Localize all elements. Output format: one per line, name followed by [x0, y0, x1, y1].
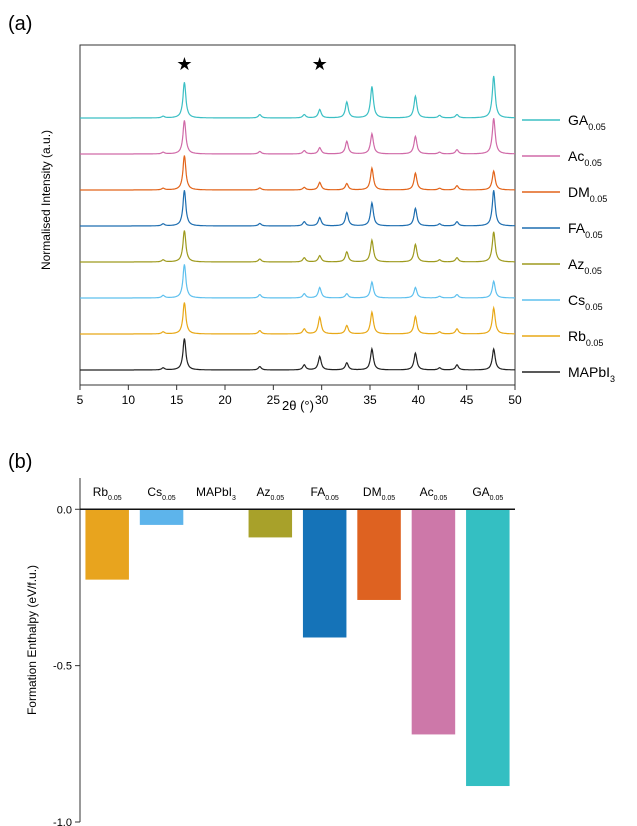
peak-star-marker: ★ — [176, 54, 192, 74]
bar-cs — [139, 509, 184, 525]
legend-label: Cs0.05 — [568, 292, 603, 312]
xrd-series-az — [80, 230, 515, 263]
xrd-xlabel: 2θ (°) — [282, 398, 314, 413]
xrd-ylabel: Normalised Intensity (a.u.) — [39, 130, 53, 270]
bar-ytick-label: -0.5 — [53, 661, 72, 673]
xrd-chart: 5 10 15 20 25 30 35 40 45 50 MAPbI3 Rb0.05 Cs0.05 Az0… — [77, 44, 615, 407]
bar-category-label: Az0.05 — [256, 485, 284, 502]
panel-b-label: (b) — [8, 451, 32, 473]
xrd-series-mapbi — [80, 338, 515, 371]
legend-label: MAPbI3 — [568, 364, 615, 384]
panel-a-label: (a) — [8, 13, 32, 35]
xrd-xtick-label: 15 — [170, 393, 184, 407]
enthalpy-ylabel: Formation Enthalpy (eV/f.u.) — [25, 565, 39, 715]
xrd-xtick-label: 10 — [122, 393, 136, 407]
xrd-series-cs — [80, 264, 515, 299]
xrd-series-ac — [80, 118, 515, 155]
xrd-xtick-label: 25 — [267, 393, 281, 407]
legend-label: FA0.05 — [568, 220, 603, 240]
bar-fa — [302, 509, 347, 638]
bar-category-label: Cs0.05 — [147, 485, 175, 502]
xrd-xtick-label: 50 — [508, 393, 522, 407]
xrd-series-ga — [80, 75, 515, 119]
xrd-series-fa — [80, 190, 515, 227]
legend-label: Az0.05 — [568, 256, 602, 276]
xrd-xtick-label: 40 — [412, 393, 426, 407]
legend-label: GA0.05 — [568, 112, 606, 132]
xrd-xtick-label: 45 — [460, 393, 474, 407]
bar-ga — [466, 509, 510, 787]
bar-category-label: DM0.05 — [363, 485, 395, 502]
bar-ytick-label: 0.0 — [57, 504, 72, 516]
bar-category-label: MAPbI3 — [196, 485, 236, 502]
legend-label: Rb0.05 — [568, 328, 603, 348]
bar-az — [248, 509, 293, 538]
bar-category-label: Rb0.05 — [93, 485, 122, 502]
xrd-xtick-label: 5 — [77, 393, 84, 407]
bar-rb — [85, 509, 129, 580]
xrd-series-rb — [80, 302, 515, 335]
bar-ytick-label: -1.0 — [53, 817, 72, 826]
xrd-xtick-label: 20 — [218, 393, 232, 407]
xrd-plot-frame — [79, 44, 516, 386]
bar-category-label: FA0.05 — [311, 485, 339, 502]
legend-label: DM0.05 — [568, 184, 607, 204]
bar-category-label: Ac0.05 — [420, 485, 448, 502]
bar-dm — [357, 509, 401, 600]
xrd-xtick-label: 30 — [315, 393, 329, 407]
bar-category-label: GA0.05 — [472, 485, 503, 502]
peak-star-marker: ★ — [312, 54, 328, 74]
xrd-xtick-label: 35 — [363, 393, 377, 407]
bar-ac — [411, 509, 456, 735]
enthalpy-chart: 0.0 -0.5 -1.0 Rb0.05 Cs0.05 MAPbI3 Az0.05 FA0.0… — [53, 478, 515, 826]
xrd-series-dm — [80, 155, 515, 191]
legend-label: Ac0.05 — [568, 148, 602, 168]
